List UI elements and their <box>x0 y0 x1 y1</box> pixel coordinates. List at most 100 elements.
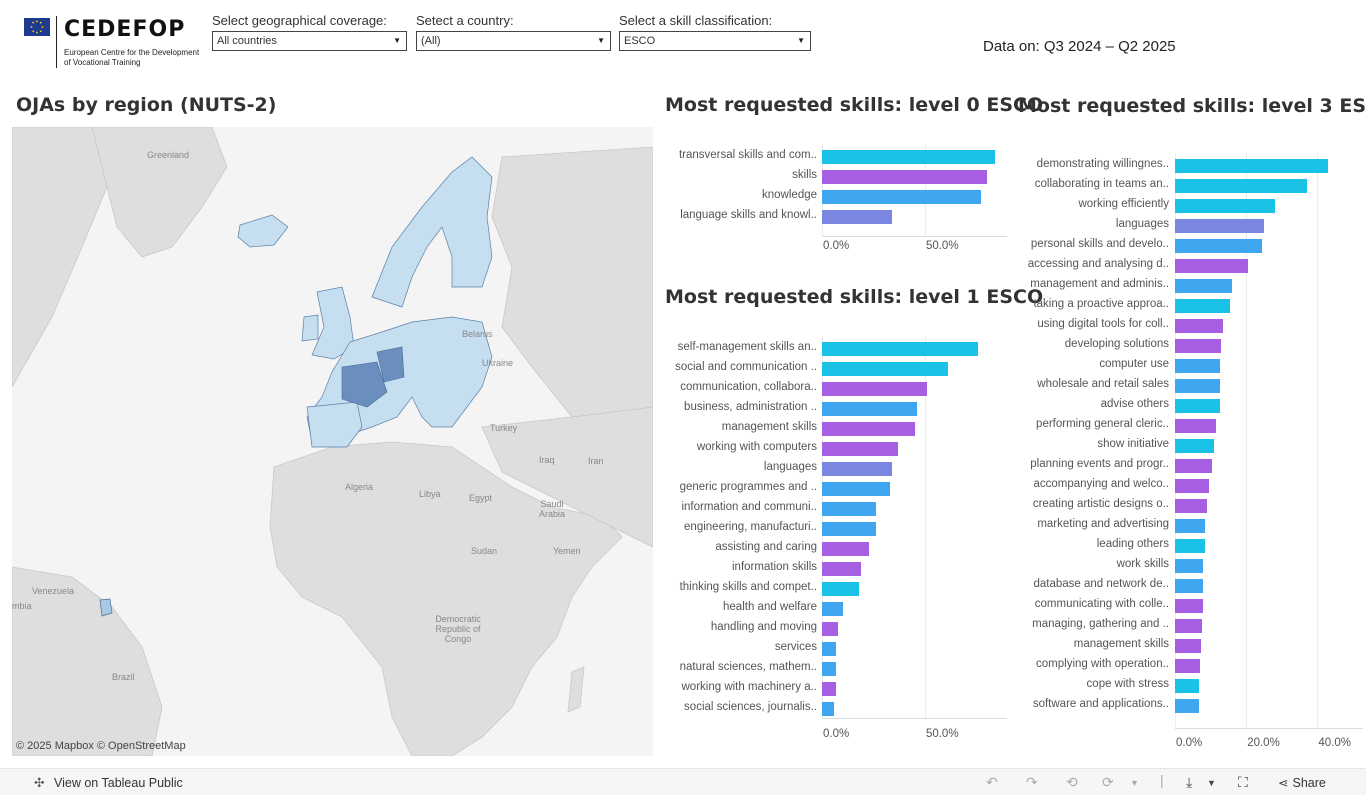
undo-icon[interactable]: ↶ <box>986 774 998 790</box>
bar[interactable] <box>1175 439 1215 453</box>
bar-label: management skills <box>721 421 817 433</box>
bar[interactable] <box>1175 559 1204 573</box>
bar-label: working with machinery a.. <box>681 681 818 693</box>
view-on-tableau-label: View on Tableau Public <box>54 776 183 790</box>
share-label: Share <box>1292 776 1326 790</box>
map-canvas <box>12 127 653 756</box>
bar[interactable] <box>1175 319 1224 333</box>
download-dropdown-icon[interactable]: ▼ <box>1207 778 1216 788</box>
bar[interactable] <box>822 190 981 204</box>
bar[interactable] <box>1175 179 1307 193</box>
bar[interactable] <box>822 210 892 224</box>
bar-label: working with computers <box>696 441 817 453</box>
geographical-coverage-label: Select geographical coverage: <box>212 13 387 28</box>
bar[interactable] <box>1175 259 1248 273</box>
level0-chart-title: Most requested skills: level 0 ESCO <box>665 94 1044 116</box>
bar-label: complying with operation.. <box>1036 658 1169 670</box>
bar-label: leading others <box>1096 538 1169 550</box>
bar[interactable] <box>1175 299 1231 313</box>
south-america-shape <box>12 566 163 756</box>
bar[interactable] <box>822 582 860 596</box>
skill-classification-label: Select a skill classification: <box>619 13 773 28</box>
bar[interactable] <box>822 702 835 716</box>
bar[interactable] <box>822 170 987 184</box>
bar[interactable] <box>1175 379 1220 393</box>
bar[interactable] <box>822 462 892 476</box>
bar[interactable] <box>822 442 899 456</box>
map-label-sudan: Sudan <box>471 546 498 556</box>
country-select[interactable]: (All) ▼ <box>416 31 611 51</box>
share-button[interactable]: ⋖ Share <box>1278 775 1326 790</box>
bar-label: handling and moving <box>710 621 817 633</box>
bar[interactable] <box>1175 219 1264 233</box>
bar[interactable] <box>822 362 948 376</box>
bar-label: engineering, manufacturi.. <box>684 521 817 533</box>
bar[interactable] <box>1175 519 1206 533</box>
bar[interactable] <box>822 482 890 496</box>
bar-label: performing general cleric.. <box>1036 418 1169 430</box>
bar[interactable] <box>1175 499 1208 513</box>
bar[interactable] <box>822 342 979 356</box>
bar[interactable] <box>1175 339 1222 353</box>
bar[interactable] <box>1175 579 1204 593</box>
bar[interactable] <box>1175 599 1203 613</box>
revert-icon[interactable]: ⟲ <box>1066 774 1078 790</box>
bar[interactable] <box>822 522 876 536</box>
bar[interactable] <box>822 150 995 164</box>
fullscreen-icon[interactable]: ⛶ <box>1238 774 1248 790</box>
scandinavia-shape <box>371 156 493 308</box>
bar-label: languages <box>763 461 817 473</box>
refresh-dropdown-icon[interactable]: ▼ <box>1130 778 1139 788</box>
bar[interactable] <box>822 642 837 656</box>
level1-chart-title: Most requested skills: level 1 ESCO <box>665 286 1044 308</box>
skill-classification-select[interactable]: ESCO ▼ <box>619 31 811 51</box>
bar[interactable] <box>1175 359 1220 373</box>
bar[interactable] <box>1175 199 1275 213</box>
bar-label: accompanying and welco.. <box>1033 478 1169 490</box>
bar[interactable] <box>822 682 837 696</box>
bar[interactable] <box>822 662 837 676</box>
bar[interactable] <box>822 422 915 436</box>
bar[interactable] <box>1175 399 1220 413</box>
map-label-venezuela: Venezuela <box>32 586 75 596</box>
geographical-coverage-select[interactable]: All countries ▼ <box>212 31 407 51</box>
redo-icon[interactable]: ↷ <box>1026 774 1038 790</box>
bar[interactable] <box>1175 539 1206 553</box>
bar[interactable] <box>1175 619 1203 633</box>
axis-tick-label: 0.0% <box>823 240 850 252</box>
bar[interactable] <box>1175 639 1201 653</box>
bar-label: information and communi.. <box>681 501 817 513</box>
download-icon[interactable]: ⤓ <box>1186 774 1193 790</box>
bar-label: cope with stress <box>1086 678 1169 690</box>
refresh-icon[interactable]: ⟳ <box>1102 774 1114 790</box>
geographical-coverage-filter: Select geographical coverage: All countr… <box>212 13 407 51</box>
bar[interactable] <box>1175 159 1329 173</box>
bar[interactable] <box>822 382 927 396</box>
bar[interactable] <box>822 602 843 616</box>
logo-divider <box>56 16 57 68</box>
bar[interactable] <box>1175 679 1200 693</box>
bar[interactable] <box>1175 659 1200 673</box>
cedefop-logo[interactable]: CEDEFOP European Centre for the Developm… <box>22 16 202 70</box>
bar[interactable] <box>1175 419 1216 433</box>
bar-label: planning events and progr.. <box>1030 458 1169 470</box>
dropdown-arrow-icon: ▼ <box>597 36 605 45</box>
bar[interactable] <box>1175 459 1213 473</box>
view-on-tableau-link[interactable]: ✣ View on Tableau Public <box>34 775 183 790</box>
x-axis-line <box>822 236 1007 237</box>
bar[interactable] <box>822 622 839 636</box>
bar[interactable] <box>822 562 862 576</box>
map-label-egypt: Egypt <box>469 493 493 503</box>
bar[interactable] <box>1175 479 1209 493</box>
region-map[interactable]: Greenland Belarus Ukraine Turkey Iraq Ir… <box>12 127 653 756</box>
bar-label: wholesale and retail sales <box>1037 378 1169 390</box>
share-icon: ⋖ <box>1278 776 1289 790</box>
bar[interactable] <box>822 542 870 556</box>
bar[interactable] <box>1175 239 1263 253</box>
bar[interactable] <box>1175 279 1232 293</box>
map-label-turkey: Turkey <box>490 423 518 433</box>
bar[interactable] <box>822 402 917 416</box>
bar[interactable] <box>822 502 876 516</box>
bar[interactable] <box>1175 699 1200 713</box>
